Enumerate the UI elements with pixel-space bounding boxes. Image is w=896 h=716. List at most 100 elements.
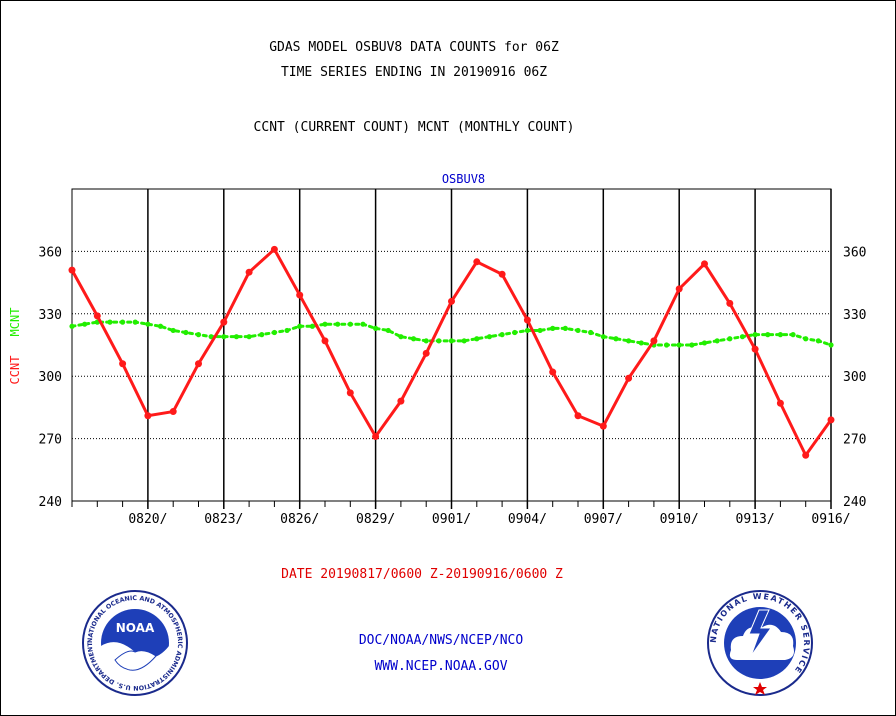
ccnt-point <box>675 285 683 293</box>
mcnt-point <box>727 336 733 342</box>
mcnt-point <box>524 327 531 334</box>
mcnt-point <box>689 342 695 348</box>
mcnt-point <box>815 338 821 344</box>
mcnt-point <box>714 338 720 344</box>
mcnt-point <box>335 321 341 327</box>
ccnt-point <box>93 312 101 320</box>
mcnt-point <box>474 336 480 342</box>
mcnt-point <box>309 323 315 329</box>
mcnt-point <box>701 340 708 346</box>
mcnt-point <box>82 321 88 327</box>
mcnt-point <box>410 336 417 342</box>
ccnt-point <box>270 245 278 253</box>
mcnt-point <box>499 332 505 338</box>
mcnt-point <box>613 336 619 342</box>
mcnt-point <box>638 340 644 346</box>
y-tick-label-right: 360 <box>843 245 866 260</box>
ccnt-point <box>650 337 658 345</box>
mcnt-point <box>448 338 455 344</box>
y-tick-label-left: 330 <box>39 308 62 323</box>
y-tick-label-left: 360 <box>39 245 62 260</box>
noaa-logo-text: NOAA <box>116 621 155 635</box>
url-link[interactable]: WWW.NCEP.NOAA.GOV <box>374 659 508 674</box>
chart-title-line2: TIME SERIES ENDING IN 20190916 06Z <box>280 65 548 80</box>
mcnt-point <box>107 319 113 325</box>
ccnt-point <box>473 258 481 266</box>
ccnt-point <box>523 316 531 324</box>
mcnt-point <box>373 325 379 331</box>
chart-title-line1: GDAS MODEL OSBUV8 DATA COUNTS for 06Z <box>269 40 559 55</box>
mcnt-point <box>562 325 568 331</box>
noaa-logo: NATIONAL OCEANIC AND ATMOSPHERIC ADMINIS… <box>82 590 188 696</box>
mcnt-point <box>790 332 796 338</box>
date-range-label: DATE 20190817/0600 Z-20190916/0600 Z <box>281 567 563 582</box>
mcnt-point <box>765 332 771 338</box>
mcnt-point <box>183 329 189 336</box>
mcnt-point <box>221 334 227 340</box>
mcnt-point <box>777 332 784 338</box>
y-tick-label-right: 330 <box>843 308 866 323</box>
mcnt-point <box>259 332 265 338</box>
x-tick-label: 0901/ <box>432 512 471 527</box>
y-tick-label-left: 300 <box>39 370 62 385</box>
ccnt-point <box>119 360 127 368</box>
mcnt-point <box>271 329 277 336</box>
x-tick-label: 0820/ <box>128 512 167 527</box>
mcnt-point <box>246 334 252 340</box>
ccnt-point <box>751 345 759 353</box>
ccnt-point <box>397 397 405 405</box>
mcnt-point <box>195 332 202 338</box>
ccnt-point <box>776 399 784 407</box>
mcnt-point <box>385 327 391 334</box>
x-tick-label: 0823/ <box>204 512 243 527</box>
x-tick-label: 0916/ <box>811 512 850 527</box>
ccnt-point <box>827 416 835 424</box>
y-axis-label-ccnt: CCNT <box>8 356 22 385</box>
ccnt-point <box>68 266 76 274</box>
ccnt-point <box>296 291 304 299</box>
ccnt-point <box>195 360 202 368</box>
y-axis-label-mcnt: MCNT <box>8 308 22 337</box>
ccnt-point <box>599 422 607 430</box>
ccnt-point <box>701 260 708 268</box>
org-label: DOC/NOAA/NWS/NCEP/NCO <box>358 633 524 648</box>
ccnt-point <box>549 368 557 376</box>
chart-subtitle: CCNT (CURRENT COUNT) MCNT (MONTHLY COUNT… <box>253 120 575 135</box>
mcnt-point <box>512 329 518 336</box>
mcnt-point <box>284 327 290 334</box>
mcnt-point <box>803 336 809 342</box>
mcnt-point <box>398 334 404 340</box>
mcnt-point <box>739 334 746 340</box>
mcnt-point <box>69 323 75 329</box>
mcnt-point <box>575 327 581 334</box>
ccnt-point <box>372 433 380 441</box>
x-tick-label: 0904/ <box>508 512 547 527</box>
mcnt-point <box>436 338 442 344</box>
mcnt-point <box>297 323 303 329</box>
mcnt-point <box>537 327 543 334</box>
ccnt-point <box>498 270 506 278</box>
chart-svg: 240 240 270 270 300 300 330 330 360 360 0820/0823/… <box>8 172 866 527</box>
mcnt-point <box>157 323 164 329</box>
mcnt-point <box>360 321 366 327</box>
ccnt-point <box>574 412 582 420</box>
mcnt-point <box>600 334 606 340</box>
ccnt-point <box>144 412 152 420</box>
mcnt-point <box>486 334 493 340</box>
mcnt-point <box>663 342 670 348</box>
mcnt-point <box>145 321 151 327</box>
y-tick-label-right: 240 <box>843 495 866 510</box>
mcnt-point <box>322 321 328 327</box>
y-tick-label-right: 300 <box>843 370 866 385</box>
mcnt-point <box>120 319 126 325</box>
ccnt-point <box>448 297 455 305</box>
mcnt-point <box>676 342 682 348</box>
ccnt-point <box>422 349 430 357</box>
x-tick-label: 0829/ <box>356 512 395 527</box>
mcnt-point <box>132 319 138 325</box>
mcnt-point <box>550 325 556 331</box>
y-tick-label-right: 270 <box>843 433 866 448</box>
mcnt-point <box>423 338 429 344</box>
ccnt-point <box>220 318 228 326</box>
mcnt-point <box>347 321 353 327</box>
